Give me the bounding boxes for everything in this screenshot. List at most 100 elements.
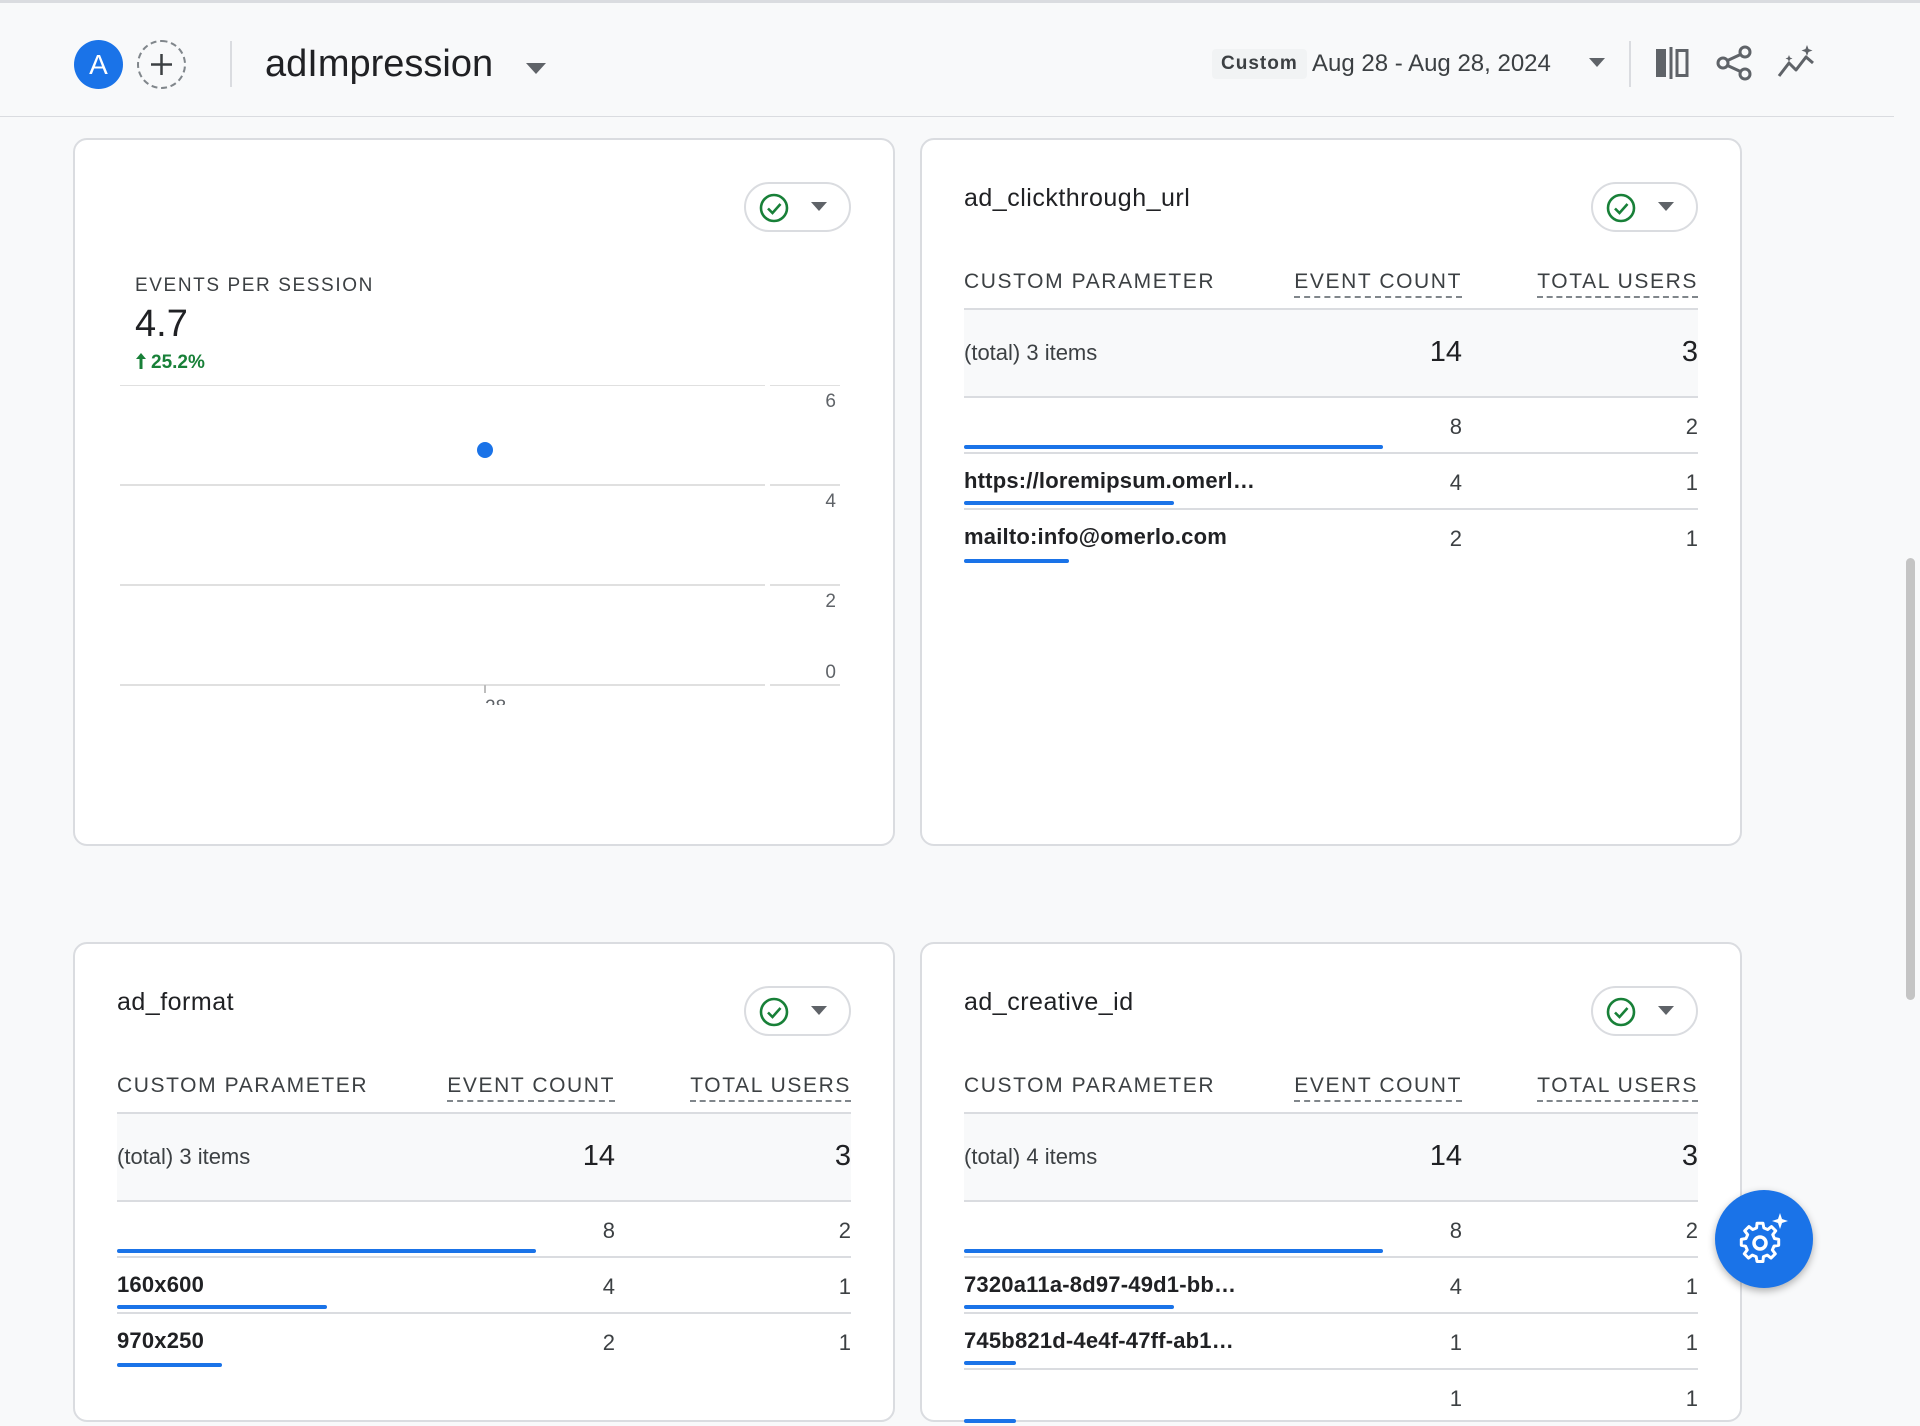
insights-fab-button[interactable] — [1715, 1190, 1813, 1288]
total-event-count: 14 — [1429, 336, 1462, 368]
row-users: 1 — [1685, 1330, 1698, 1355]
y-tick-label: 4 — [825, 491, 836, 512]
y-tick-label: 0 — [825, 662, 836, 683]
table-header-row: CUSTOM PARAMETER EVENT COUNT TOTAL USERS — [117, 1062, 851, 1114]
x-tick-label-day: 28 — [485, 697, 506, 705]
row-share-bar — [964, 559, 1069, 563]
row-users: 1 — [1685, 1274, 1698, 1299]
row-users: 2 — [1685, 1218, 1698, 1243]
total-event-count: 14 — [1429, 1140, 1462, 1172]
table-total-row: (total) 3 items 14 3 — [117, 1114, 851, 1202]
row-share-bar — [964, 1249, 1383, 1253]
table-card: ad_format CUSTOM PARAMETER EVENT COUNT TOTA… — [73, 942, 895, 1422]
row-users: 2 — [838, 1218, 851, 1243]
column-header-total-users[interactable]: TOTAL USERS — [690, 1074, 851, 1102]
total-users: 3 — [1681, 336, 1698, 368]
plus-icon — [151, 54, 172, 75]
row-event-count: 2 — [1449, 526, 1462, 551]
page-scrollbar[interactable] — [1906, 558, 1915, 1000]
row-label: 7320a11a-8d97-49d1-bb… — [964, 1272, 1237, 1297]
metric-value: 4.7 — [135, 303, 188, 345]
table-header-row: CUSTOM PARAMETER EVENT COUNT TOTAL USERS — [964, 258, 1698, 310]
card-status-menu[interactable] — [1591, 182, 1698, 232]
data-point — [477, 442, 493, 458]
row-share-bar — [117, 1305, 327, 1309]
row-event-count: 4 — [602, 1274, 615, 1299]
total-label: (total) 4 items — [964, 1144, 1098, 1169]
insights-icon[interactable] — [1776, 43, 1816, 83]
row-share-bar — [964, 1419, 1016, 1423]
settings-sparkle-icon — [1739, 1213, 1788, 1263]
chevron-down-icon[interactable] — [1589, 58, 1605, 68]
card-status-menu[interactable] — [744, 182, 851, 232]
column-header-param: CUSTOM PARAMETER — [964, 1074, 1216, 1097]
metric-change: 25.2% — [135, 352, 205, 374]
table-row[interactable]: 745b821d-4e4f-47ff-ab1… 1 1 — [964, 1314, 1698, 1370]
table-row[interactable]: 160x600 4 1 — [117, 1258, 851, 1314]
date-range-picker[interactable]: Aug 28 - Aug 28, 2024 — [1312, 50, 1551, 77]
row-users: 1 — [838, 1274, 851, 1299]
data-table: CUSTOM PARAMETER EVENT COUNT TOTAL USERS (t… — [964, 1062, 1698, 1426]
comparison-avatar[interactable]: A — [74, 40, 123, 89]
table-row[interactable]: 7320a11a-8d97-49d1-bb… 4 1 — [964, 1258, 1698, 1314]
data-table: CUSTOM PARAMETER EVENT COUNT TOTAL USERS (t… — [117, 1062, 851, 1370]
row-event-count: 2 — [602, 1330, 615, 1355]
row-event-count: 8 — [1449, 1218, 1462, 1243]
row-users: 2 — [1685, 414, 1698, 439]
check-circle-icon — [759, 193, 789, 223]
row-users: 1 — [1685, 526, 1698, 551]
table-row[interactable]: https://loremipsum.omerl… 4 1 — [964, 454, 1698, 510]
total-event-count: 14 — [582, 1140, 615, 1172]
card-title: ad_format — [117, 988, 235, 1016]
column-header-total-users[interactable]: TOTAL USERS — [1537, 1074, 1698, 1102]
header-divider — [230, 41, 232, 87]
row-share-bar — [117, 1363, 222, 1367]
events-per-session-chart: 642028Aug — [120, 385, 840, 705]
page-title[interactable]: adImpression — [265, 43, 494, 85]
share-icon[interactable] — [1714, 43, 1754, 83]
row-event-count: 8 — [602, 1218, 615, 1243]
row-event-count: 1 — [1449, 1386, 1462, 1411]
report-header: A adImpression Custom Aug 28 - Aug 28, 2… — [0, 3, 1894, 117]
column-header-total-users[interactable]: TOTAL USERS — [1537, 270, 1698, 298]
column-header-event-count[interactable]: EVENT COUNT — [1294, 1074, 1462, 1102]
check-circle-icon — [1606, 193, 1636, 223]
y-tick-label: 2 — [825, 591, 836, 612]
add-comparison-button[interactable] — [137, 40, 186, 89]
total-users: 3 — [834, 1140, 851, 1172]
table-row[interactable]: 970x250 2 1 — [117, 1314, 851, 1370]
compare-icon[interactable] — [1652, 43, 1692, 83]
row-label: mailto:info@omerlo.com — [964, 524, 1227, 549]
check-circle-icon — [1606, 997, 1636, 1027]
column-header-event-count[interactable]: EVENT COUNT — [447, 1074, 615, 1102]
card-status-menu[interactable] — [744, 986, 851, 1036]
arrow-up-icon — [136, 353, 146, 369]
column-header-event-count[interactable]: EVENT COUNT — [1294, 270, 1462, 298]
row-users: 1 — [1685, 470, 1698, 495]
row-label: 970x250 — [117, 1328, 205, 1353]
table-row[interactable]: mailto:info@omerlo.com 2 1 — [964, 510, 1698, 566]
row-share-bar — [964, 501, 1174, 505]
row-label: 160x600 — [117, 1272, 205, 1297]
row-event-count: 4 — [1449, 1274, 1462, 1299]
row-event-count: 1 — [1449, 1330, 1462, 1355]
data-table: CUSTOM PARAMETER EVENT COUNT TOTAL USERS (t… — [964, 258, 1698, 566]
metric-label: EVENTS PER SESSION — [135, 275, 374, 296]
card-status-menu[interactable] — [1591, 986, 1698, 1036]
chevron-down-icon[interactable] — [526, 63, 546, 75]
table-total-row: (total) 3 items 14 3 — [964, 310, 1698, 398]
chevron-down-icon — [811, 1006, 827, 1015]
window-top-border — [0, 0, 1920, 3]
date-preset-chip: Custom — [1212, 49, 1307, 79]
chevron-down-icon — [811, 202, 827, 211]
total-label: (total) 3 items — [117, 1144, 251, 1169]
column-header-param: CUSTOM PARAMETER — [964, 270, 1216, 293]
row-label: 745b821d-4e4f-47ff-ab1… — [964, 1328, 1234, 1353]
metric-change-value: 25.2% — [151, 352, 205, 373]
y-tick-label: 6 — [825, 391, 836, 412]
total-label: (total) 3 items — [964, 340, 1098, 365]
